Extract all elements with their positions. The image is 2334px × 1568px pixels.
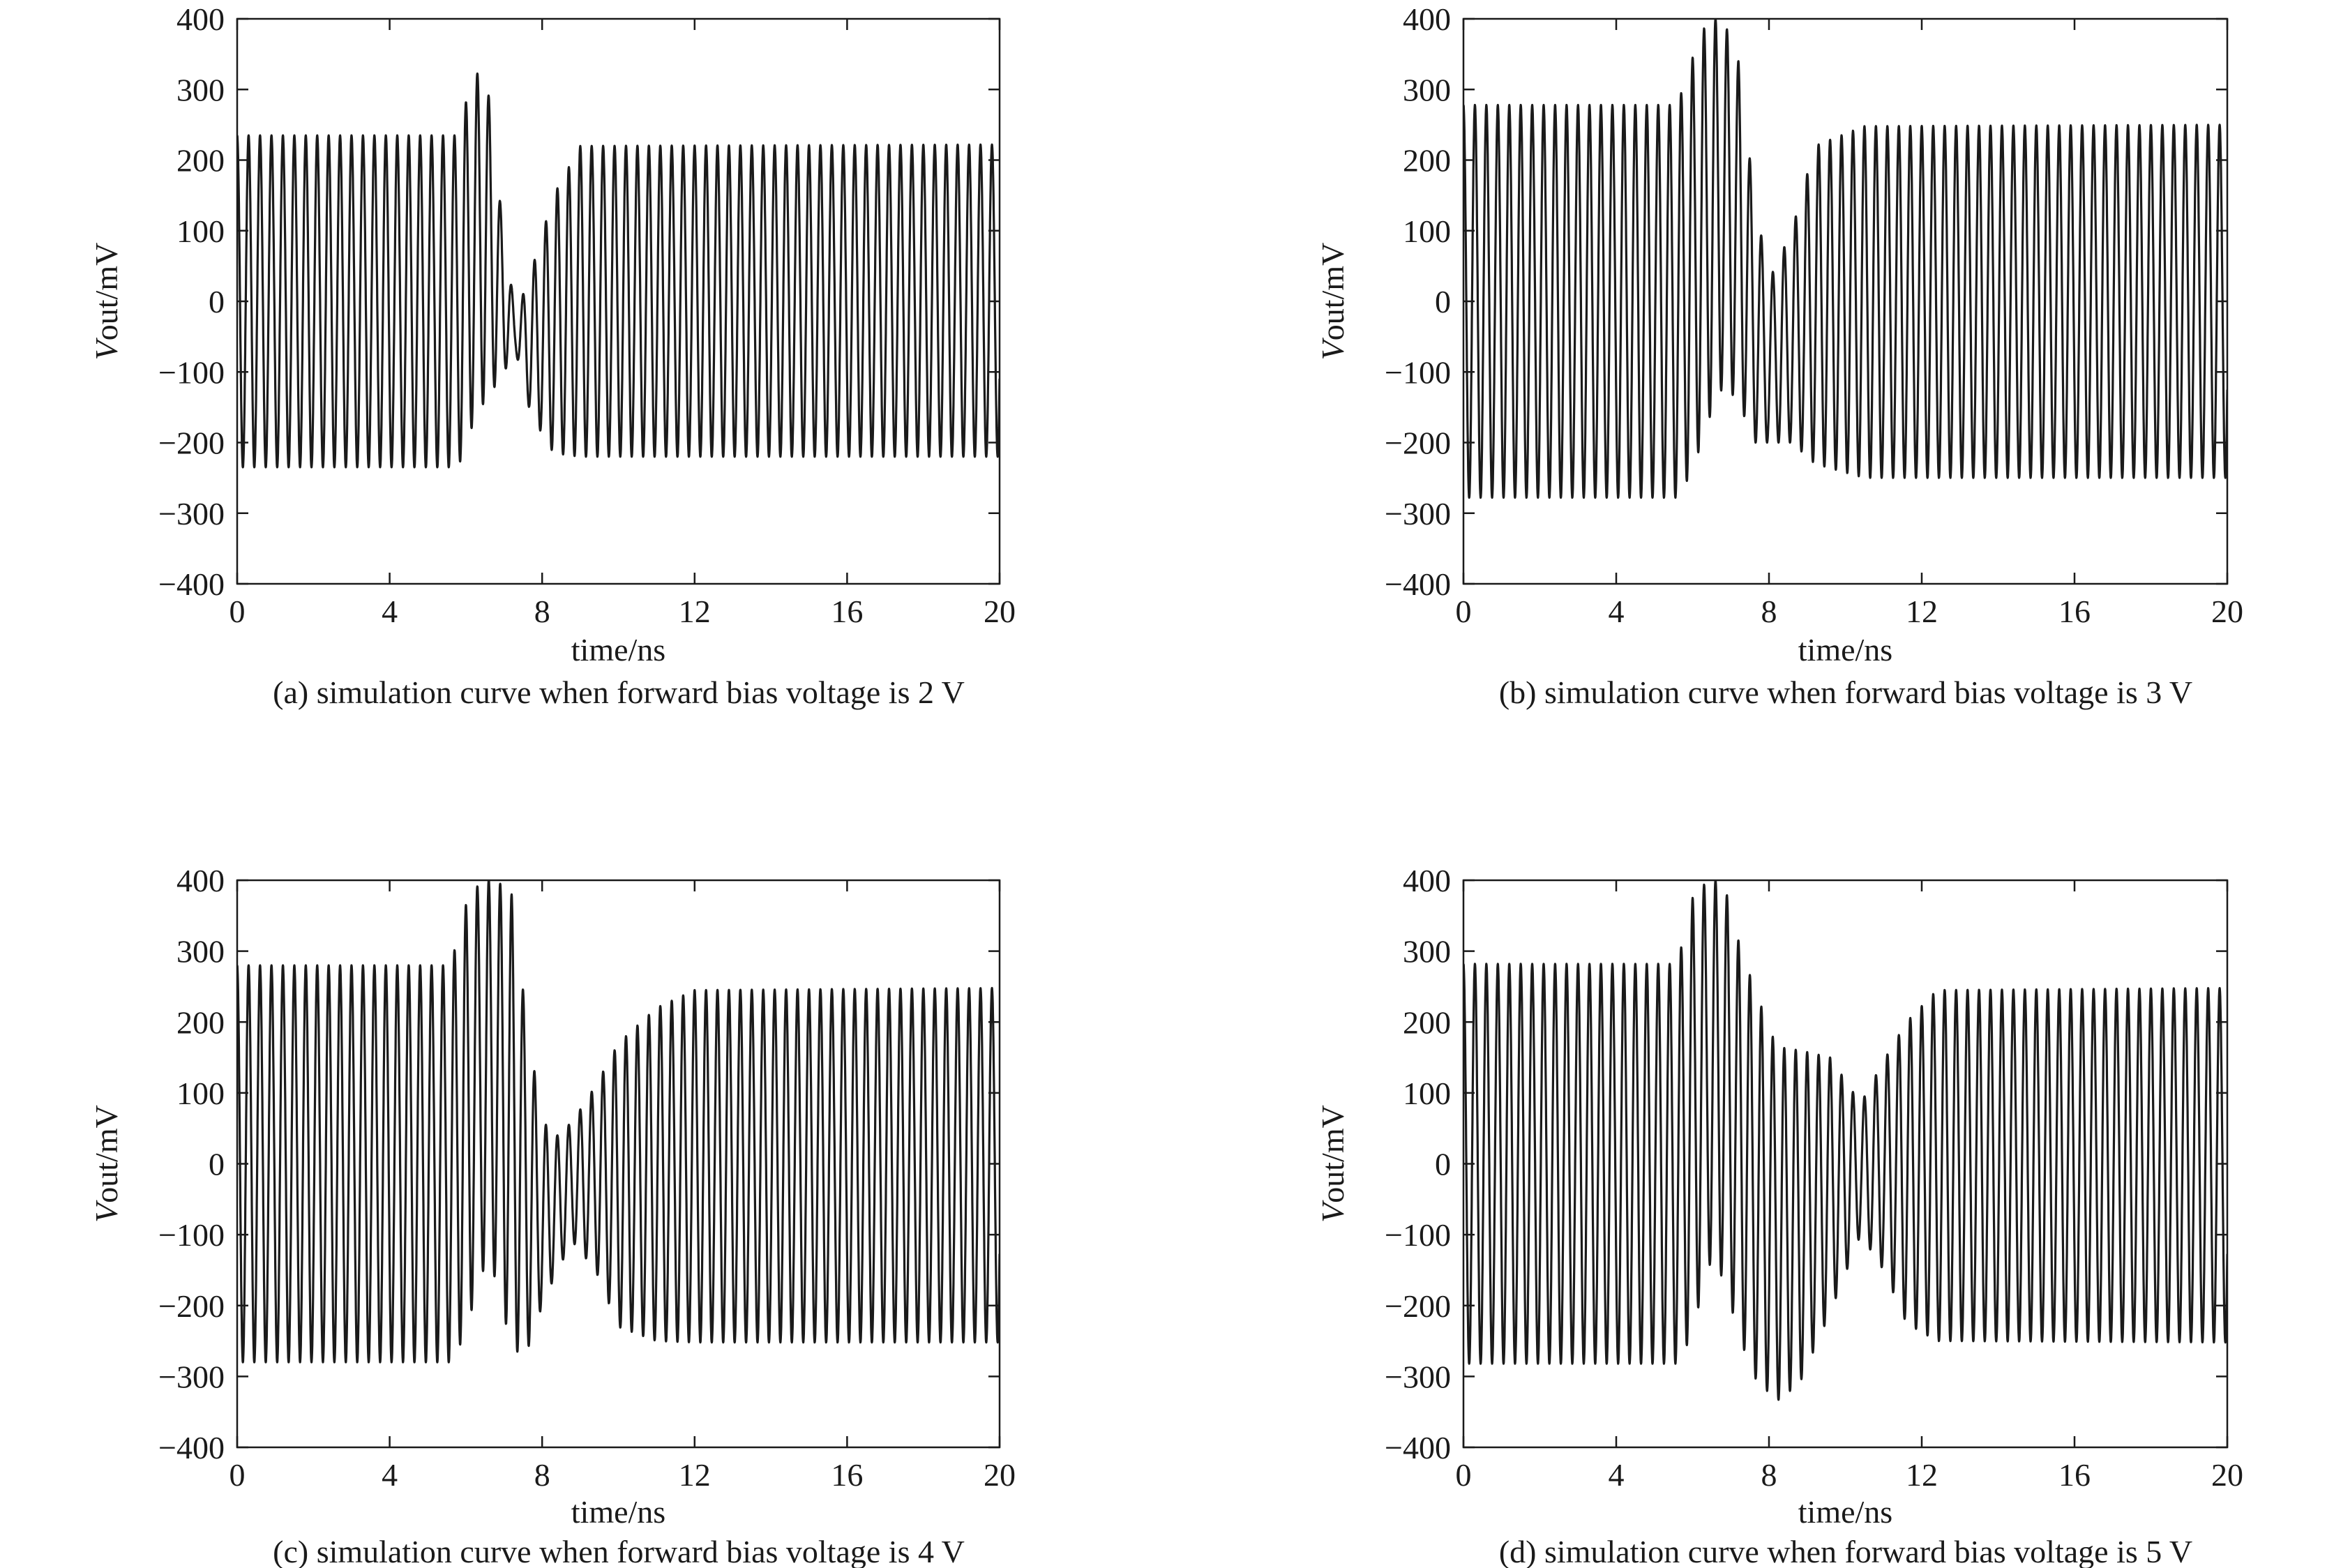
y-axis-title: Vout/mV bbox=[1315, 243, 1350, 361]
series-line-0 bbox=[237, 72, 1000, 469]
y-tick-label: −200 bbox=[158, 1288, 225, 1324]
x-axis-title: time/ns bbox=[571, 632, 665, 668]
y-axis-title: Vout/mV bbox=[1315, 1105, 1350, 1223]
y-axis-title-rest: out/mV bbox=[1315, 243, 1350, 341]
chart-panel-0: 0 4 8 12 16 20 400 300 200 100 0 −100 −200 −300 −400 ti… bbox=[89, 1, 1016, 710]
x-tick-label: 20 bbox=[2211, 1457, 2243, 1493]
y-tick-label: 300 bbox=[176, 72, 225, 107]
series-line-0 bbox=[237, 880, 1000, 1364]
y-tick-label: −400 bbox=[158, 566, 225, 602]
x-tick-label: 0 bbox=[229, 594, 246, 629]
x-tick-label: 20 bbox=[984, 1457, 1016, 1493]
x-tick-label: 12 bbox=[679, 594, 711, 629]
series-line-0 bbox=[1463, 19, 2227, 499]
panel-caption: (b) simulation curve when forward bias v… bbox=[1499, 674, 2192, 710]
y-axis-title-italic: V bbox=[89, 337, 124, 360]
y-tick-label: −400 bbox=[1385, 1430, 1451, 1465]
y-tick-label: −200 bbox=[158, 425, 225, 461]
y-tick-label: 0 bbox=[1435, 1147, 1451, 1182]
x-tick-label: 8 bbox=[1761, 1457, 1777, 1493]
y-axis-title: Vout/mV bbox=[89, 243, 124, 361]
x-tick-label: 4 bbox=[1609, 1457, 1625, 1493]
panel-caption: (c) simulation curve when forward bias v… bbox=[273, 1534, 965, 1568]
x-axis-title: time/ns bbox=[571, 1494, 665, 1530]
y-tick-label: −300 bbox=[158, 496, 225, 532]
x-tick-label: 16 bbox=[2058, 594, 2091, 629]
x-axis-title: time/ns bbox=[1798, 1494, 1892, 1530]
x-tick-label: 0 bbox=[229, 1457, 246, 1493]
y-tick-label: −100 bbox=[158, 354, 225, 390]
y-tick-label: −300 bbox=[1385, 496, 1451, 532]
y-tick-label: −100 bbox=[158, 1217, 225, 1253]
panel-caption: (d) simulation curve when forward bias v… bbox=[1499, 1534, 2192, 1568]
y-tick-label: −200 bbox=[1385, 425, 1451, 461]
x-tick-label: 16 bbox=[831, 594, 863, 629]
y-axis-title: Vout/mV bbox=[89, 1105, 124, 1223]
series-line-0 bbox=[1463, 880, 2227, 1401]
y-tick-label: −300 bbox=[158, 1359, 225, 1394]
y-tick-label: −300 bbox=[1385, 1359, 1451, 1394]
y-axis-title-rest: out/mV bbox=[89, 243, 124, 341]
x-tick-label: 0 bbox=[1456, 594, 1472, 629]
x-tick-label: 16 bbox=[831, 1457, 863, 1493]
y-tick-label: 0 bbox=[1435, 284, 1451, 319]
y-tick-label: 400 bbox=[1403, 863, 1451, 898]
panel-caption: (a) simulation curve when forward bias v… bbox=[273, 674, 965, 710]
y-tick-label: 400 bbox=[176, 1, 225, 37]
chart-panel-3: 0 4 8 12 16 20 400 300 200 100 0 −100 −200 −300 −400 ti… bbox=[1315, 863, 2243, 1568]
x-tick-label: 8 bbox=[534, 1457, 550, 1493]
y-tick-label: 200 bbox=[176, 143, 225, 179]
x-tick-label: 4 bbox=[382, 594, 398, 629]
y-tick-label: 0 bbox=[209, 1147, 225, 1182]
y-tick-label: 0 bbox=[209, 284, 225, 319]
y-tick-label: 300 bbox=[1403, 934, 1451, 970]
y-tick-label: 100 bbox=[176, 213, 225, 249]
x-tick-label: 20 bbox=[2211, 594, 2243, 629]
y-tick-label: 200 bbox=[176, 1004, 225, 1040]
chart-panel-2: 0 4 8 12 16 20 400 300 200 100 0 −100 −200 −300 −400 ti… bbox=[89, 863, 1016, 1568]
y-tick-label: 100 bbox=[1403, 1076, 1451, 1111]
x-tick-label: 12 bbox=[679, 1457, 711, 1493]
y-tick-label: 400 bbox=[176, 863, 225, 898]
y-axis-title-italic: V bbox=[89, 1200, 124, 1223]
y-tick-label: −400 bbox=[1385, 566, 1451, 602]
x-tick-label: 8 bbox=[534, 594, 550, 629]
x-tick-label: 4 bbox=[1609, 594, 1625, 629]
y-tick-label: −200 bbox=[1385, 1288, 1451, 1324]
x-tick-label: 20 bbox=[984, 594, 1016, 629]
y-tick-label: 100 bbox=[176, 1076, 225, 1111]
y-axis-title-rest: out/mV bbox=[1315, 1105, 1350, 1203]
y-axis-title-italic: V bbox=[1315, 337, 1350, 360]
x-tick-label: 16 bbox=[2058, 1457, 2091, 1493]
y-axis-title-italic: V bbox=[1315, 1200, 1350, 1223]
x-tick-label: 4 bbox=[382, 1457, 398, 1493]
y-tick-label: −100 bbox=[1385, 354, 1451, 390]
x-tick-label: 12 bbox=[1906, 594, 1938, 629]
y-tick-label: 300 bbox=[1403, 72, 1451, 107]
y-tick-label: 100 bbox=[1403, 213, 1451, 249]
x-tick-label: 12 bbox=[1906, 1457, 1938, 1493]
x-tick-label: 8 bbox=[1761, 594, 1777, 629]
chart-panel-1: 0 4 8 12 16 20 400 300 200 100 0 −100 −200 −300 −400 ti… bbox=[1315, 1, 2243, 710]
x-tick-label: 0 bbox=[1456, 1457, 1472, 1493]
y-tick-label: 200 bbox=[1403, 1004, 1451, 1040]
y-tick-label: −100 bbox=[1385, 1217, 1451, 1253]
x-axis-title: time/ns bbox=[1798, 632, 1892, 668]
y-axis-title-rest: out/mV bbox=[89, 1105, 124, 1203]
y-tick-label: 200 bbox=[1403, 143, 1451, 179]
y-tick-label: −400 bbox=[158, 1430, 225, 1465]
y-tick-label: 400 bbox=[1403, 1, 1451, 37]
y-tick-label: 300 bbox=[176, 934, 225, 970]
